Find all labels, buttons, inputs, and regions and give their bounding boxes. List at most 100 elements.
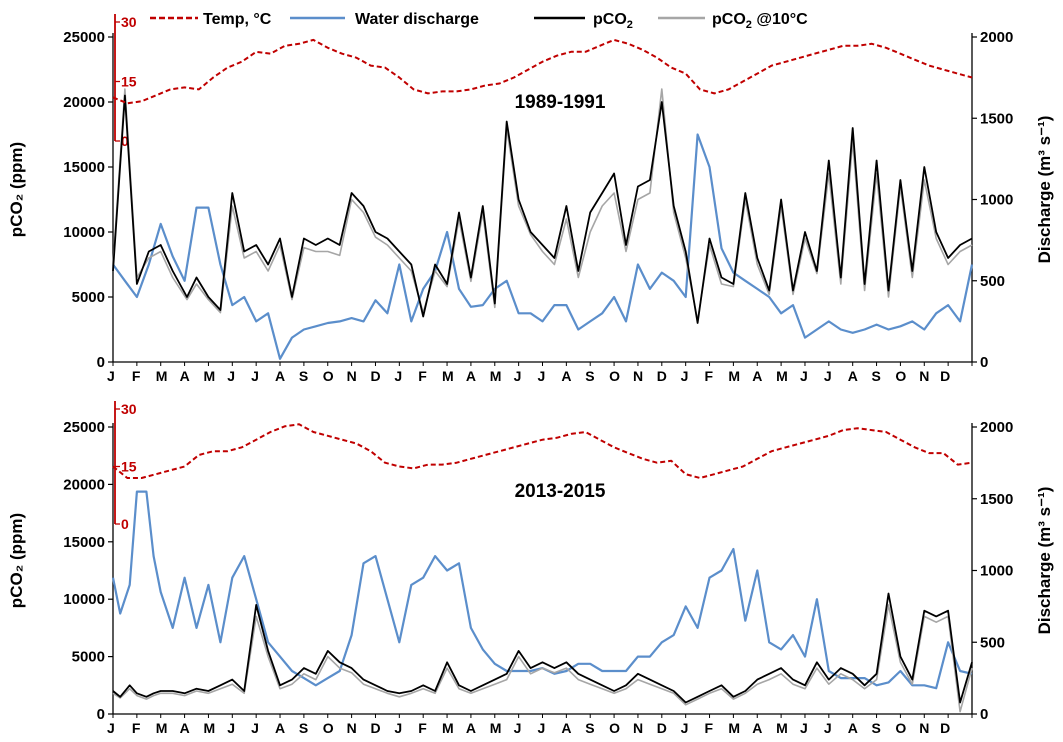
legend-label-temp: Temp, °C: [203, 11, 272, 28]
y-axis-label-right: Discharge (m³ s⁻¹): [1035, 116, 1054, 264]
y-tick-label-left: 25000: [63, 419, 105, 436]
series-temp: [112, 38, 973, 105]
month-label: A: [275, 368, 285, 384]
series-pco2: [112, 592, 973, 704]
legend-label-discharge: Water discharge: [355, 11, 479, 28]
month-label: J: [227, 368, 235, 384]
y-tick-label-right: 2000: [980, 419, 1013, 436]
y-tick-label-left: 5000: [72, 289, 105, 306]
month-label: A: [561, 368, 571, 384]
month-label: J: [251, 720, 259, 736]
month-label: J: [824, 720, 832, 736]
month-label: F: [705, 720, 714, 736]
month-label: M: [728, 368, 740, 384]
month-label: F: [418, 368, 427, 384]
month-label: J: [514, 368, 522, 384]
month-label: J: [394, 368, 402, 384]
y-tick-label-left: 20000: [63, 94, 105, 111]
y-axis-label-right: Discharge (m³ s⁻¹): [1035, 487, 1054, 635]
month-label: J: [681, 368, 689, 384]
y-tick-label-right: 0: [980, 354, 988, 371]
month-label: J: [800, 368, 808, 384]
month-label: O: [895, 720, 906, 736]
month-label: M: [490, 720, 502, 736]
month-label: J: [514, 720, 522, 736]
y-tick-label-right: 500: [980, 634, 1005, 651]
month-label: A: [848, 368, 858, 384]
month-label: F: [705, 368, 714, 384]
month-label: D: [657, 368, 667, 384]
series-discharge: [112, 133, 974, 360]
month-label: O: [609, 720, 620, 736]
series-temp: [112, 423, 973, 479]
y-tick-label-right: 1500: [980, 110, 1013, 127]
y-tick-label-left: 0: [97, 354, 105, 371]
y-axis-label-left: pCO₂ (ppm): [7, 513, 26, 608]
month-label: N: [347, 368, 357, 384]
month-label: N: [919, 368, 929, 384]
month-label: M: [490, 368, 502, 384]
month-label: N: [633, 720, 643, 736]
y-tick-label-left: 15000: [63, 159, 105, 176]
month-label: N: [347, 720, 357, 736]
month-label: S: [872, 720, 881, 736]
month-label: M: [442, 720, 454, 736]
panel-1989-1991: 0 15 30 0 5000 10000 15000 20000 25000 0 500 1000 15…: [7, 14, 1054, 384]
month-label: A: [466, 368, 476, 384]
month-label: J: [681, 720, 689, 736]
month-label: A: [180, 720, 190, 736]
y-tick-label-right: 0: [980, 706, 988, 723]
month-label: M: [203, 720, 215, 736]
series-pco2: [112, 94, 973, 324]
series-pco2-10c: [112, 88, 973, 322]
month-label: A: [752, 720, 762, 736]
month-label: F: [132, 368, 141, 384]
month-label: A: [561, 720, 571, 736]
month-label: O: [609, 368, 620, 384]
y-tick-label-left: 0: [97, 706, 105, 723]
month-label: J: [824, 368, 832, 384]
month-label: M: [156, 368, 168, 384]
month-label: J: [107, 720, 115, 736]
temp-tick-label: 15: [121, 459, 137, 475]
month-label: O: [323, 368, 334, 384]
month-label: D: [370, 720, 380, 736]
month-label: M: [156, 720, 168, 736]
month-label: D: [940, 368, 950, 384]
month-label: M: [776, 720, 788, 736]
month-label: A: [180, 368, 190, 384]
month-label: S: [872, 368, 881, 384]
month-label: M: [203, 368, 215, 384]
y-tick-label-left: 5000: [72, 649, 105, 666]
month-label: M: [728, 720, 740, 736]
month-label: J: [538, 368, 546, 384]
series-discharge: [111, 490, 973, 690]
month-label: S: [585, 368, 594, 384]
month-label: D: [940, 720, 950, 736]
y-tick-label-right: 1500: [980, 491, 1013, 508]
legend-label-pco2: pCO2: [593, 11, 633, 31]
month-label: A: [275, 720, 285, 736]
temp-tick-label: 0: [121, 516, 129, 532]
month-label: D: [370, 368, 380, 384]
month-label: D: [657, 720, 667, 736]
month-label: F: [132, 720, 141, 736]
month-label: F: [418, 720, 427, 736]
legend: Temp, °C Water discharge pCO2 pCO2 @10°C: [150, 11, 808, 31]
y-tick-label-right: 500: [980, 273, 1005, 290]
y-tick-label-left: 10000: [63, 591, 105, 608]
month-label: M: [442, 368, 454, 384]
month-label: A: [466, 720, 476, 736]
month-label: O: [323, 720, 334, 736]
month-label: J: [394, 720, 402, 736]
y-tick-label-right: 1000: [980, 563, 1013, 580]
month-label: S: [299, 368, 308, 384]
series-pco2-10c: [112, 604, 973, 713]
month-label: J: [538, 720, 546, 736]
month-label: M: [776, 368, 788, 384]
y-tick-label-left: 15000: [63, 534, 105, 551]
month-label: J: [107, 368, 115, 384]
panel-2013-2015: 0 15 30 0 5000 10000 15000 20000 25000 0 500 1000 15…: [7, 401, 1054, 736]
y-axis-label-left: pCO₂ (ppm): [7, 142, 26, 237]
